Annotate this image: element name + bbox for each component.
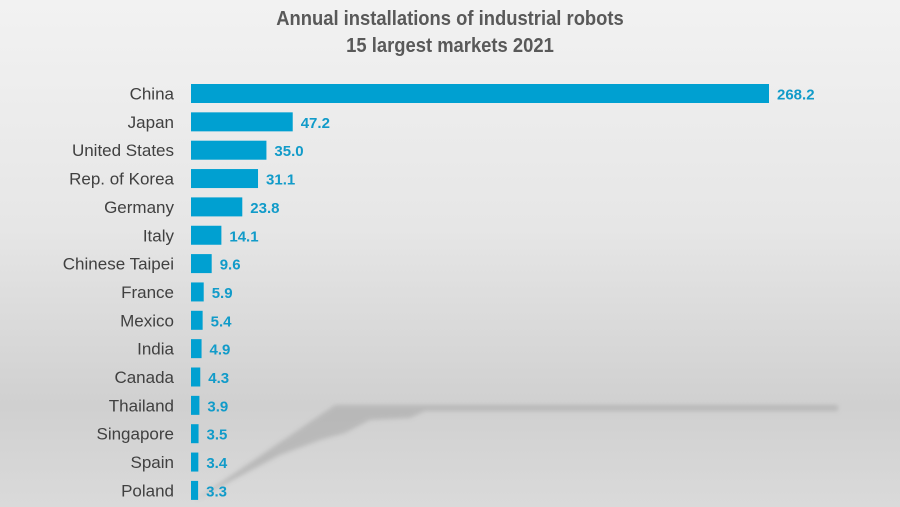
value-label: 3.4 [206, 455, 228, 472]
bar [191, 424, 199, 444]
value-label: 3.5 [207, 427, 228, 444]
category-label: India [137, 340, 174, 359]
value-label: 268.2 [777, 87, 815, 104]
bar [191, 339, 202, 359]
value-label: 3.9 [207, 398, 228, 415]
bar [191, 310, 203, 330]
category-label: France [121, 283, 174, 302]
category-label: Chinese Taipei [63, 255, 174, 274]
category-label: Thailand [109, 396, 174, 415]
bar [191, 225, 222, 245]
decorative-shadow [195, 405, 838, 500]
title-line-2: 15 largest markets 2021 [346, 35, 554, 57]
value-label: 3.3 [206, 483, 227, 500]
category-label: Poland [121, 481, 174, 500]
bar [191, 140, 267, 160]
bar [191, 452, 199, 472]
category-label: China [130, 85, 175, 104]
category-label: Mexico [120, 311, 174, 330]
bar [191, 169, 259, 189]
bar [191, 112, 293, 132]
bar [191, 480, 199, 500]
category-label: United States [72, 141, 174, 160]
category-label: Italy [143, 226, 175, 245]
category-label: Singapore [96, 425, 174, 444]
value-label: 4.9 [210, 342, 231, 359]
category-label: Canada [114, 368, 174, 387]
value-label: 9.6 [220, 257, 241, 274]
value-label: 5.9 [212, 285, 233, 302]
category-label: Rep. of Korea [69, 170, 174, 189]
value-label: 35.0 [274, 143, 303, 160]
bar [191, 254, 212, 274]
value-label: 31.1 [266, 172, 295, 189]
value-label: 4.3 [208, 370, 229, 387]
value-label: 5.4 [211, 313, 233, 330]
category-label: Germany [104, 198, 174, 217]
bar [191, 367, 201, 387]
value-label: 23.8 [250, 200, 279, 217]
value-label: 47.2 [301, 115, 330, 132]
category-label: Spain [131, 453, 174, 472]
bar [191, 395, 200, 415]
bar [191, 197, 243, 217]
bar [191, 84, 769, 103]
value-label: 14.1 [229, 228, 258, 245]
title-line-1: Annual installations of industrial robot… [276, 8, 624, 30]
bar [191, 282, 204, 302]
chart-title: Annual installations of industrial robot… [36, 6, 864, 60]
category-label: Japan [128, 113, 174, 132]
